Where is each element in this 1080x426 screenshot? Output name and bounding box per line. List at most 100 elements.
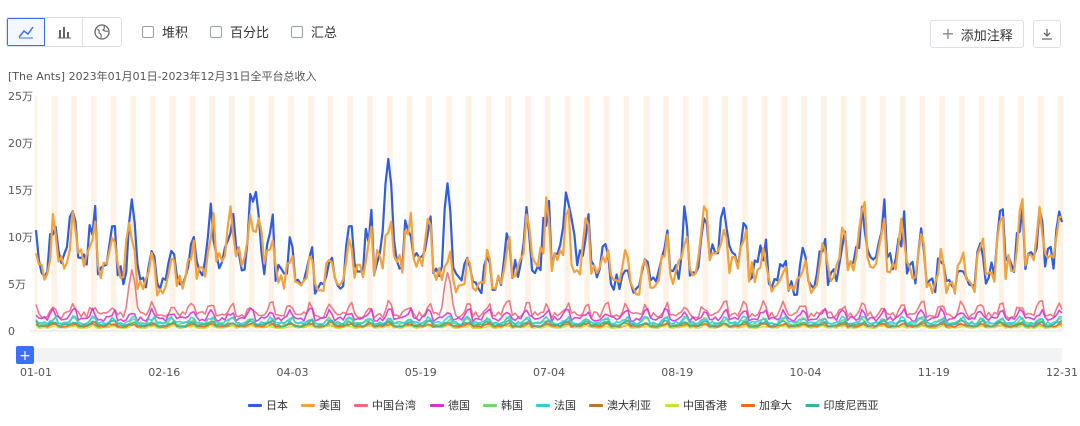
weekend-band — [998, 96, 1005, 331]
line-chart-button[interactable] — [7, 18, 45, 46]
legend-label: 韩国 — [501, 398, 523, 412]
weekend-band — [248, 96, 255, 331]
x-tick-label: 05-19 — [405, 366, 437, 379]
bar-chart-icon — [57, 27, 71, 39]
legend-item[interactable]: 加拿大 — [741, 398, 792, 412]
y-tick-label: 15万 — [8, 184, 33, 197]
add-annotation-button[interactable]: + 添加注释 — [930, 20, 1024, 48]
y-axis: 0 5万 10万 15万 20万 25万 — [8, 90, 1062, 338]
weekend-band — [485, 96, 492, 331]
weekend-band — [327, 96, 334, 331]
legend-item[interactable]: 法国 — [536, 398, 576, 412]
legend-swatch — [248, 404, 262, 407]
summary-label: 汇总 — [311, 26, 338, 41]
map-view-button[interactable] — [83, 18, 121, 46]
series-line — [35, 324, 1063, 330]
weekend-band — [426, 96, 433, 331]
x-tick-label: 12-31 — [1046, 366, 1078, 379]
weekend-band — [939, 96, 946, 331]
stacked-checkbox[interactable]: 堆积 — [142, 22, 188, 41]
percentage-checkbox[interactable]: 百分比 — [210, 22, 269, 41]
y-tick-label: 5万 — [8, 278, 26, 291]
weekend-band — [584, 96, 590, 331]
y-tick-label: 0 — [8, 325, 15, 338]
chart-type-switch — [6, 17, 122, 47]
legend-swatch — [589, 404, 603, 407]
checkbox-box[interactable] — [210, 25, 222, 38]
weekend-band — [761, 96, 768, 331]
weekend-band — [505, 96, 511, 331]
legend-swatch — [536, 404, 550, 407]
legend-label: 澳大利亚 — [607, 398, 651, 412]
legend-swatch — [805, 404, 820, 407]
x-tick-label: 01-01 — [20, 366, 52, 379]
bar-chart-button[interactable] — [45, 18, 83, 46]
weekend-band — [268, 96, 275, 331]
weekend-band — [919, 96, 926, 331]
plus-icon: + — [19, 348, 31, 364]
weekend-band — [623, 96, 630, 331]
legend-label: 中国台湾 — [372, 398, 416, 412]
legend-item[interactable]: 日本 — [248, 398, 288, 412]
weekend-band — [603, 96, 610, 331]
download-button[interactable] — [1033, 20, 1061, 48]
weekend-band — [978, 96, 985, 331]
weekend-band — [169, 96, 176, 331]
weekend-band — [110, 96, 117, 331]
add-annotation-label: 添加注释 — [960, 28, 1013, 44]
legend-swatch — [354, 404, 368, 407]
series-lines — [34, 157, 1064, 330]
weekend-band — [308, 96, 314, 331]
y-tick-label: 10万 — [8, 231, 33, 244]
legend-swatch — [430, 404, 444, 407]
weekend-band — [742, 96, 748, 331]
weekend-band — [150, 96, 156, 331]
download-icon — [1042, 29, 1052, 40]
weekend-band — [446, 96, 452, 331]
x-tick-label: 02-16 — [148, 366, 180, 379]
series-line — [35, 307, 1063, 323]
summary-checkbox[interactable]: 汇总 — [291, 22, 337, 41]
checkbox-box[interactable] — [142, 25, 154, 38]
series-line — [35, 319, 1063, 328]
series-line — [34, 196, 1063, 297]
legend-item[interactable]: 中国台湾 — [354, 398, 416, 412]
weekend-band — [840, 96, 847, 331]
legend-item[interactable]: 中国香港 — [665, 399, 727, 412]
weekend-band — [801, 96, 807, 331]
weekend-band — [663, 96, 669, 331]
zoom-handle[interactable] — [16, 346, 34, 364]
percentage-label: 百分比 — [230, 26, 270, 41]
chart-title: [The Ants] 2023年01月01日-2023年12月31日全平台总收入 — [8, 70, 317, 83]
weekend-band — [959, 96, 965, 331]
legend: 日本 美国 中国台湾 德国 韩国 法国 澳大利亚 中国香港 加拿大 印度尼西亚 — [248, 398, 879, 412]
plus-icon: + — [941, 24, 955, 43]
weekend-band — [347, 96, 354, 331]
weekend-band — [288, 96, 294, 331]
checkbox-box[interactable] — [291, 25, 303, 38]
legend-item[interactable]: 澳大利亚 — [589, 398, 651, 412]
legend-label: 加拿大 — [759, 398, 792, 412]
globe-icon — [94, 24, 110, 40]
legend-item[interactable]: 美国 — [301, 399, 341, 412]
y-tick-label: 25万 — [8, 90, 33, 103]
legend-label: 中国香港 — [683, 399, 727, 412]
weekend-band — [465, 96, 472, 331]
x-tick-label: 08-19 — [661, 366, 693, 379]
scrollbar-track[interactable] — [18, 348, 1062, 362]
time-scrollbar: + — [16, 346, 1062, 364]
x-tick-label: 11-19 — [918, 366, 950, 379]
series-line — [34, 157, 1064, 296]
weekend-band — [51, 96, 58, 331]
legend-item[interactable]: 德国 — [430, 398, 470, 412]
legend-label: 日本 — [266, 398, 288, 412]
legend-label: 法国 — [554, 398, 576, 412]
x-tick-label: 10-04 — [790, 366, 822, 379]
legend-item[interactable]: 韩国 — [483, 398, 523, 412]
stacked-label: 堆积 — [162, 26, 189, 41]
weekend-band — [899, 96, 906, 331]
legend-item[interactable]: 印度尼西亚 — [805, 398, 879, 412]
line-chart-icon — [18, 26, 34, 39]
y-tick-label: 20万 — [8, 137, 33, 150]
legend-swatch — [483, 404, 497, 407]
